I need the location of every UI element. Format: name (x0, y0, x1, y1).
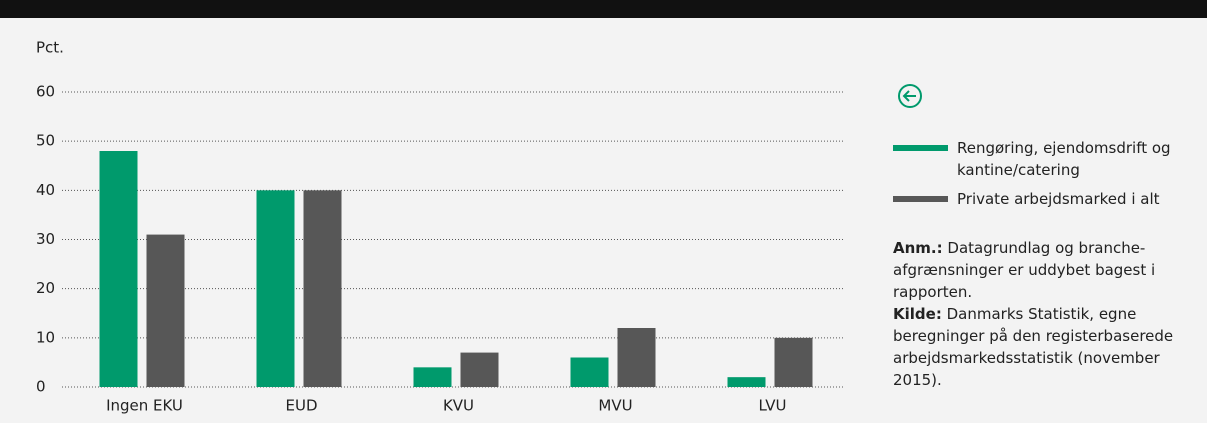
x-tick-label: MVU (598, 397, 632, 415)
y-tick-label: 30 (36, 230, 55, 248)
notes: Anm.: Datagrundlag og branche-afgrænsnin… (893, 237, 1203, 391)
bar (570, 357, 609, 387)
bar (460, 352, 499, 387)
y-tick-label: 10 (36, 328, 55, 346)
bar (146, 234, 185, 387)
x-tick-label: EUD (285, 397, 317, 415)
bar (99, 151, 138, 387)
bar (413, 367, 452, 387)
x-tick-label: KVU (443, 397, 474, 415)
legend-swatch (893, 145, 948, 151)
top-bar (0, 0, 1207, 18)
chart: Pct. 0 10 20 30 40 50 60 Ingen EKU EUD KVU MVU LVU (36, 39, 845, 415)
note-text: Danmarks Statistik, egne beregninger på … (893, 305, 1174, 389)
legend-label: Rengøring, ejendomsdrift og kantine/cate… (957, 139, 1171, 179)
back-button[interactable] (896, 82, 924, 110)
note: Anm.: Datagrundlag og branche-afgrænsnin… (893, 237, 1203, 303)
y-tick-label: 60 (36, 83, 55, 101)
note-text: Datagrundlag og branche-afgrænsninger er… (893, 239, 1156, 301)
bar (303, 190, 342, 387)
note-label: Anm.: (893, 239, 943, 257)
bar (727, 377, 766, 387)
bar (617, 328, 656, 387)
bar (256, 190, 295, 387)
y-tick-label: 40 (36, 181, 55, 199)
x-tick-label: Ingen EKU (106, 397, 183, 415)
y-tick-label: 50 (36, 132, 55, 150)
legend-swatch (893, 196, 948, 202)
note: Kilde: Danmarks Statistik, egne beregnin… (893, 303, 1203, 391)
y-tick-label: 0 (36, 378, 46, 396)
y-tick-label: 20 (36, 279, 55, 297)
y-axis-label: Pct. (36, 39, 64, 57)
bar (774, 337, 813, 387)
x-tick-label: LVU (759, 397, 787, 415)
note-label: Kilde: (893, 305, 942, 323)
legend-label: Private arbejdsmarked i alt (957, 190, 1160, 208)
